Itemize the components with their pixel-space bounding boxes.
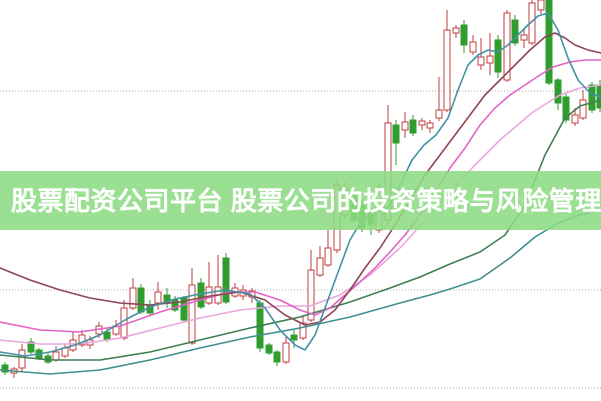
article-title: 股票配资公司平台 股票公司的投资策略与风险管理: [11, 185, 601, 216]
title-overlay-banner: 股票配资公司平台 股票公司的投资策略与风险管理: [0, 171, 601, 230]
